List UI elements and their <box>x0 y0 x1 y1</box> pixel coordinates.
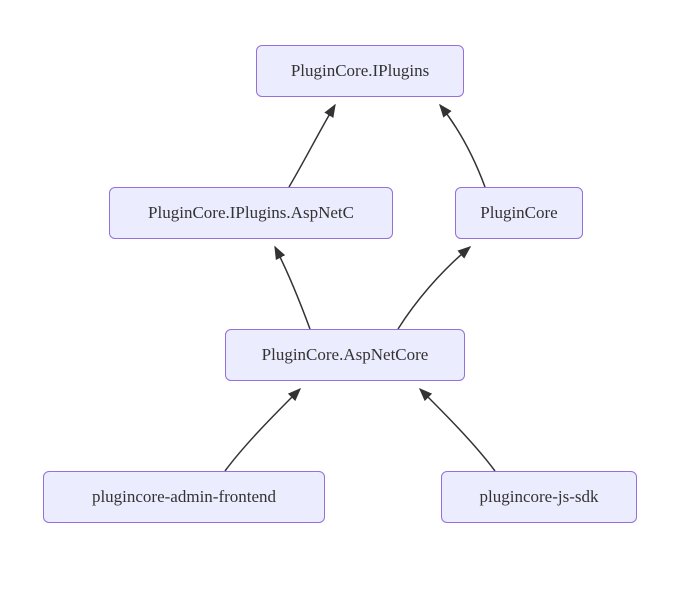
edge-jssdk-to-aspnetcore <box>420 389 495 471</box>
node-label: PluginCore.AspNetCore <box>262 345 429 365</box>
node-label: plugincore-admin-frontend <box>92 487 276 507</box>
node-jssdk: plugincore-js-sdk <box>441 471 637 523</box>
node-label: PluginCore <box>480 203 557 223</box>
node-label: plugincore-js-sdk <box>480 487 599 507</box>
edge-aspnetc-to-iplugins <box>289 105 335 187</box>
node-label: PluginCore.IPlugins.AspNetC <box>148 203 354 223</box>
edge-plugincore-to-iplugins <box>440 105 485 187</box>
edge-aspnetcore-to-aspnetc <box>275 247 310 329</box>
edge-adminfrontend-to-aspnetcore <box>225 389 300 471</box>
edge-aspnetcore-to-plugincore <box>398 247 470 329</box>
node-aspnetc: PluginCore.IPlugins.AspNetC <box>109 187 393 239</box>
node-iplugins: PluginCore.IPlugins <box>256 45 464 97</box>
node-label: PluginCore.IPlugins <box>291 61 429 81</box>
node-plugincore: PluginCore <box>455 187 583 239</box>
node-adminfrontend: plugincore-admin-frontend <box>43 471 325 523</box>
node-aspnetcore: PluginCore.AspNetCore <box>225 329 465 381</box>
